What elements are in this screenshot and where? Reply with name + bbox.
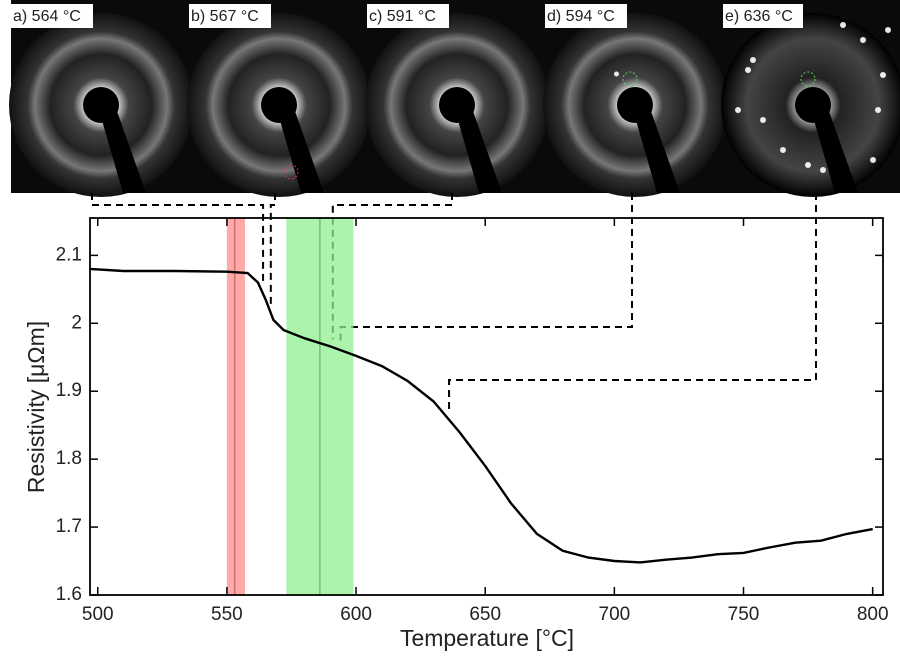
beam-stop (261, 87, 297, 123)
beam-stop-arm (633, 100, 680, 193)
resistivity-line (89, 267, 873, 564)
diffraction-image: d) 594 °C (543, 0, 727, 197)
y-tick-label: 1.6 (56, 584, 82, 605)
diffraction-spot (875, 107, 881, 113)
x-tick-label: 750 (728, 604, 760, 625)
connector (448, 193, 817, 412)
highlight (622, 71, 638, 87)
beam-stop-arm (99, 100, 146, 193)
x-tick-label: 700 (599, 604, 631, 625)
diffraction-image: b) 567 °C (187, 0, 371, 197)
y-tick-label: 1.9 (56, 380, 82, 401)
panel-label: c) 591 °C (369, 8, 436, 25)
diffraction-image: c) 591 °C (365, 0, 549, 197)
panel-label: a) 564 °C (13, 8, 81, 25)
x-axis-label: Temperature [°C] (400, 625, 574, 651)
diffraction-spot (614, 71, 619, 77)
label-bg (11, 4, 93, 28)
diffraction-image: a) 564 °C (9, 0, 193, 197)
y-axis-label: Resistivity [μΩm] (23, 321, 49, 493)
diffraction-spot (860, 37, 866, 43)
diffraction-spot (760, 117, 766, 123)
y-tick-label: 1.7 (56, 516, 82, 537)
beam-stop-arm (277, 100, 324, 193)
beam-stop-arm (811, 100, 858, 193)
connector (91, 193, 265, 286)
panel-label: e) 636 °C (725, 8, 793, 25)
x-tick-label: 800 (857, 604, 889, 625)
diffraction-spot (750, 57, 756, 63)
label-bg (545, 4, 627, 28)
beam-stop-arm (455, 100, 502, 193)
connector (269, 193, 276, 306)
beam-stop (617, 87, 653, 123)
diffraction-spot (885, 27, 891, 33)
diffraction-spot (805, 162, 811, 168)
x-tick-label: 600 (340, 604, 372, 625)
x-tick-label: 500 (82, 604, 114, 625)
panel-label: d) 594 °C (547, 8, 615, 25)
beam-stop (439, 87, 475, 123)
diffraction-spot (745, 67, 751, 73)
x-tick-label: 650 (469, 604, 501, 625)
panel-label: b) 567 °C (191, 8, 259, 25)
plot-frame (89, 217, 884, 596)
x-tick-label: 550 (211, 604, 243, 625)
diffraction-panels: a) 564 °C b) 567 °C c) 591 °C d) 594 °C e) 6… (9, 0, 900, 412)
beam-stop (83, 87, 119, 123)
highlight (800, 71, 816, 87)
diffraction-spot (870, 157, 876, 163)
y-tick-label: 2 (71, 312, 82, 333)
diffraction-spot (840, 22, 846, 28)
diffraction-spot (735, 107, 741, 113)
plot: 500 550 600 650 700 750 800 1.6 1.7 1.8 1.9 2 2.1 (56, 217, 889, 625)
band (226, 218, 245, 595)
y-tick-label: 1.8 (56, 448, 82, 469)
beam-stop (795, 87, 831, 123)
diffraction-spot (780, 147, 786, 153)
diffraction-image: e) 636 °C (721, 0, 900, 197)
y-tick-label: 2.1 (56, 244, 82, 265)
connector (339, 193, 633, 343)
label-bg (367, 4, 449, 28)
label-bg (189, 4, 271, 28)
diffraction-spot (880, 72, 886, 78)
highlight (283, 164, 299, 180)
diffraction-spot (820, 167, 826, 173)
label-bg (723, 4, 803, 28)
